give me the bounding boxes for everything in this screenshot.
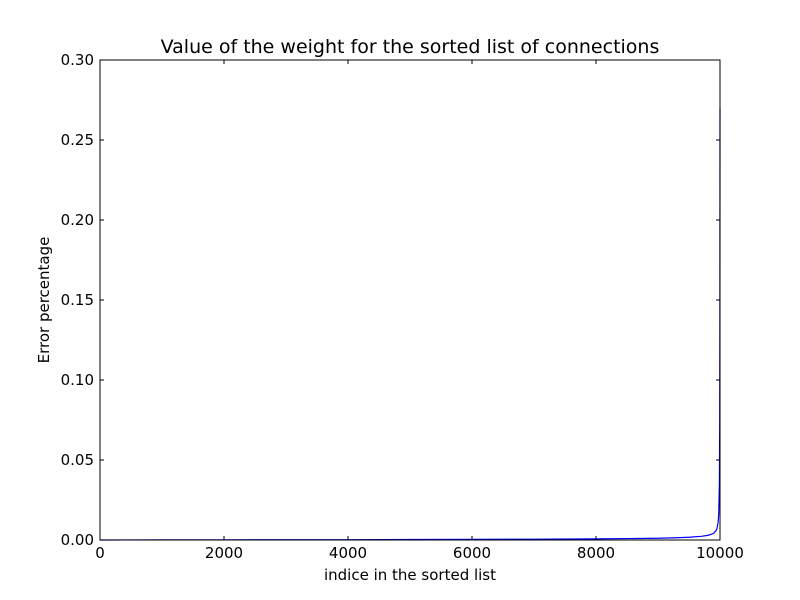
y-tick-label: 0.00 (61, 531, 94, 549)
y-tick-label: 0.05 (61, 451, 94, 469)
x-tick-label: 6000 (453, 544, 491, 562)
y-tick-label: 0.10 (61, 371, 94, 389)
x-tick-label: 10000 (696, 544, 744, 562)
axes-frame (99, 59, 721, 541)
y-tick-label: 0.25 (61, 131, 94, 149)
chart-title: Value of the weight for the sorted list … (161, 36, 660, 58)
x-tick-label: 8000 (577, 544, 615, 562)
x-tick-label: 2000 (205, 544, 243, 562)
y-tick-label: 0.15 (61, 291, 94, 309)
y-axis-label: Error percentage (35, 237, 53, 364)
x-tick-label: 4000 (329, 544, 367, 562)
x-tick-label: 0 (95, 544, 105, 562)
tick-labels-layer: 0 2000 4000 6000 8000 10000 0.00 0.05 0.10 0.15 0.… (61, 51, 744, 562)
x-axis-label: indice in the sorted list (324, 566, 496, 584)
y-tick-label: 0.20 (61, 211, 94, 229)
y-tick-label: 0.30 (61, 51, 94, 69)
